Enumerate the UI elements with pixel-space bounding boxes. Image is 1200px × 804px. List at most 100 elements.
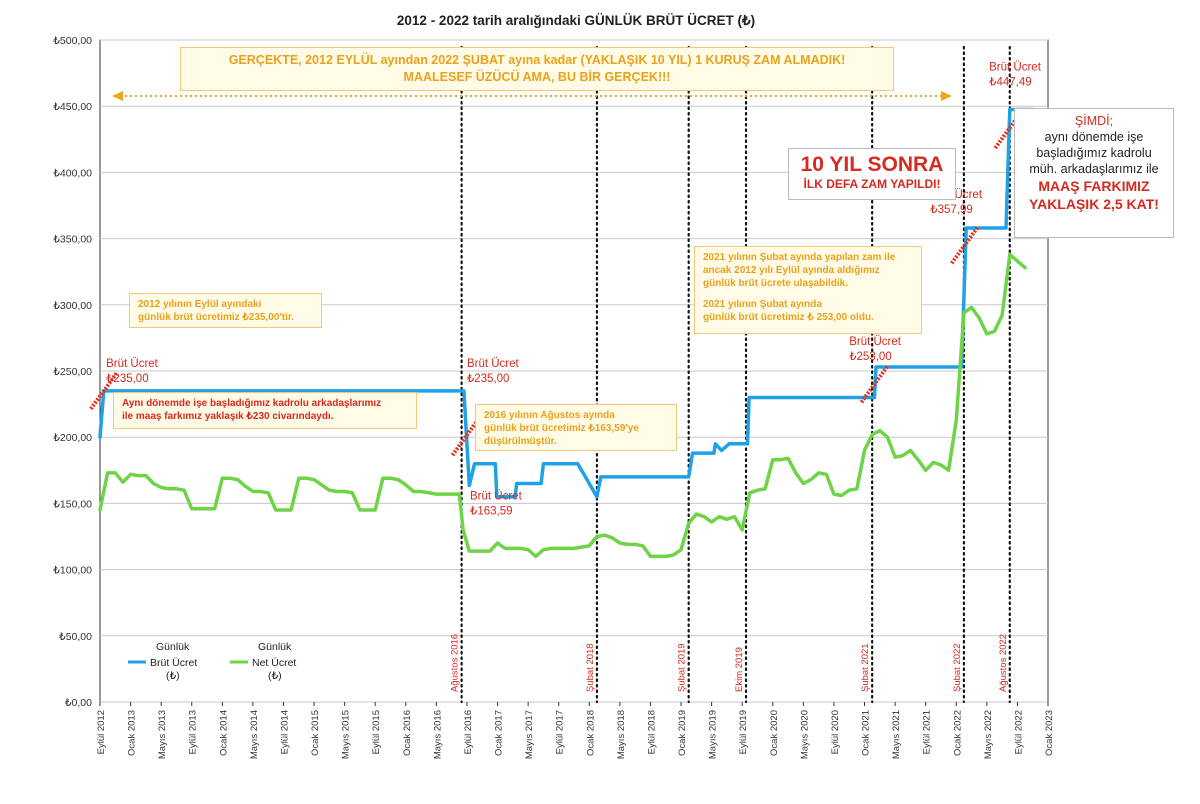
x-tick-label: Ocak 2019 bbox=[677, 710, 688, 756]
change-marker bbox=[950, 226, 980, 265]
x-tick-label: Ocak 2022 bbox=[952, 710, 963, 756]
callout-top: GERÇEKTE, 2012 EYLÜL ayından 2022 ŞUBAT … bbox=[180, 47, 894, 91]
legend-label: Günlük bbox=[258, 641, 292, 653]
value-annotation: ₺235,00 bbox=[106, 373, 148, 385]
legend-label: Net Ücret bbox=[252, 657, 296, 669]
x-tick-labels: Eylül 2012 Ocak 2013 Mayıs 2013 Eylül 2013 O… bbox=[96, 702, 1055, 759]
change-marker bbox=[993, 110, 1023, 150]
value-annotation: ₺357,99 bbox=[930, 204, 973, 216]
x-tick-label: Eylül 2012 bbox=[96, 710, 107, 754]
x-tick-label: Ocak 2018 bbox=[585, 710, 596, 756]
x-tick-label: Eylül 2017 bbox=[555, 710, 566, 754]
x-tick-label: Ocak 2017 bbox=[494, 710, 505, 756]
y-tick-label: ₺50,00 bbox=[59, 631, 92, 643]
x-tick-label: Mayıs 2020 bbox=[799, 710, 810, 759]
y-tick-label: ₺400,00 bbox=[53, 167, 92, 179]
callout-2021: 2021 yılının Şubat ayında yapılan zam il… bbox=[694, 246, 922, 334]
callout-2021-line: 2021 yılının Şubat ayında yapılan zam il… bbox=[703, 252, 896, 263]
y-tick-label: ₺250,00 bbox=[53, 366, 92, 378]
legend-label: Brüt Ücret bbox=[150, 657, 197, 669]
callout-10-yil-subtitle: İLK DEFA ZAM YAPILDI! bbox=[803, 177, 941, 191]
x-tick-label: Ocak 2021 bbox=[861, 710, 872, 756]
value-annotation: ₺235,00 bbox=[467, 373, 510, 385]
event-label: Ağustos 2016 bbox=[450, 634, 461, 692]
callout-2016: 2016 yılının Ağustos ayında günlük brüt … bbox=[475, 404, 677, 451]
callout-simdi-line: müh. arkadaşlarımız ile bbox=[1029, 162, 1159, 176]
y-tick-label: ₺200,00 bbox=[53, 432, 92, 444]
callout-simdi-line: aynı dönemde işe bbox=[1044, 130, 1144, 144]
event-label: Ekim 2019 bbox=[734, 647, 745, 692]
y-tick-label: ₺300,00 bbox=[53, 300, 92, 312]
x-tick-label: Eylül 2020 bbox=[830, 710, 841, 754]
grid-group bbox=[99, 39, 1049, 703]
callout-2016-line: günlük brüt ücretimiz ₺163,59'ye bbox=[484, 423, 639, 434]
x-tick-label: Mayıs 2022 bbox=[983, 710, 994, 759]
callout-2012-line: günlük brüt ücretimiz ₺235,00'tir. bbox=[138, 312, 295, 323]
callout-2012: 2012 yılının Eylül ayındaki günlük brüt … bbox=[129, 293, 322, 328]
callout-2021-line: 2021 yılının Şubat ayında bbox=[703, 299, 822, 310]
event-label: Ağustos 2022 bbox=[998, 634, 1009, 692]
x-tick-label: Mayıs 2019 bbox=[708, 710, 719, 759]
callout-simdi-line: ŞİMDİ; bbox=[1074, 114, 1114, 128]
value-annotation: Brüt Ücret bbox=[106, 358, 159, 370]
value-annotation: Brüt Ücret bbox=[467, 358, 520, 370]
value-annotation: ₺163,59 bbox=[470, 505, 513, 517]
y-tick-label: ₺350,00 bbox=[53, 234, 92, 246]
change-markers bbox=[89, 110, 1023, 457]
x-tick-label: Ocak 2020 bbox=[769, 710, 780, 756]
x-tick-label: Eylül 2016 bbox=[463, 710, 474, 754]
callout-simdi-line: başladığımız kadrolu bbox=[1036, 146, 1152, 160]
x-tick-label: Mayıs 2021 bbox=[891, 710, 902, 759]
value-annotation: ₺447,49 bbox=[989, 77, 1032, 89]
chart-title: 2012 - 2022 tarih aralığındaki GÜNLÜK BR… bbox=[397, 13, 755, 28]
callout-2021-line bbox=[703, 290, 913, 298]
y-tick-label: ₺0,00 bbox=[65, 697, 92, 709]
series-line-net bbox=[98, 252, 1027, 559]
callout-fark: Aynı dönemde işe başladığımız kadrolu ar… bbox=[113, 392, 417, 429]
callout-top-line: GERÇEKTE, 2012 EYLÜL ayından 2022 ŞUBAT … bbox=[228, 53, 846, 67]
x-tick-label: Eylül 2022 bbox=[1013, 710, 1024, 754]
callout-2016-line: düşürülmüştür. bbox=[484, 436, 557, 447]
x-tick-label: Ocak 2014 bbox=[218, 710, 229, 756]
callout-simdi: ŞİMDİ; aynı dönemde işe başladığımız kad… bbox=[1014, 108, 1174, 238]
y-tick-label: ₺450,00 bbox=[53, 101, 92, 113]
x-tick-label: Mayıs 2014 bbox=[249, 710, 260, 759]
x-tick-label: Mayıs 2018 bbox=[616, 710, 627, 759]
y-tick-label: ₺100,00 bbox=[53, 565, 92, 577]
callout-simdi-line: MAAŞ FARKIMIZ bbox=[1038, 178, 1150, 194]
x-tick-label: Eylül 2019 bbox=[738, 710, 749, 754]
event-label: Şubat 2021 bbox=[860, 643, 871, 692]
change-marker bbox=[89, 371, 119, 411]
x-tick-label: Eylül 2015 bbox=[371, 710, 382, 754]
x-tick-label: Mayıs 2017 bbox=[524, 710, 535, 759]
x-tick-label: Ocak 2015 bbox=[310, 710, 321, 756]
arrow-head-left bbox=[112, 91, 123, 101]
y-tick-labels: ₺0,00 ₺50,00 ₺100,00 ₺150,00 ₺200,00 ₺250,00 ₺… bbox=[53, 35, 92, 709]
event-label: Şubat 2022 bbox=[952, 643, 963, 692]
callout-fark-line: ile maaş farkımız yaklaşık ₺230 civarınd… bbox=[122, 411, 334, 422]
value-annotation: ₺253,00 bbox=[849, 351, 892, 363]
x-tick-label: Mayıs 2015 bbox=[341, 710, 352, 759]
value-annotation: Brüt Ücret bbox=[989, 62, 1042, 74]
series-lines bbox=[98, 107, 1035, 559]
callout-2021-line: günlük brüt ücretimiz ₺ 253,00 oldu. bbox=[703, 312, 874, 323]
callout-simdi-line: YAKLAŞIK 2,5 KAT! bbox=[1029, 196, 1159, 212]
x-tick-label: Mayıs 2013 bbox=[157, 710, 168, 759]
x-tick-label: Ocak 2023 bbox=[1044, 710, 1055, 756]
y-tick-label: ₺150,00 bbox=[53, 498, 92, 510]
event-lines: Ağustos 2016 Şubat 2018 Şubat 2019 Ekim 201… bbox=[450, 45, 1011, 704]
event-label: Şubat 2018 bbox=[585, 643, 596, 692]
callout-2016-line: 2016 yılının Ağustos ayında bbox=[484, 410, 615, 421]
x-tick-label: Eylül 2018 bbox=[646, 710, 657, 754]
series-line-brut bbox=[98, 107, 1035, 499]
decade-arrow bbox=[112, 91, 952, 101]
callout-fark-line: Aynı dönemde işe başladığımız kadrolu ar… bbox=[122, 398, 382, 409]
y-tick-label: ₺500,00 bbox=[53, 35, 92, 47]
x-tick-label: Eylül 2013 bbox=[188, 710, 199, 754]
x-tick-label: Mayıs 2016 bbox=[432, 710, 443, 759]
arrow-head-right bbox=[941, 91, 952, 101]
event-label: Şubat 2019 bbox=[677, 643, 688, 692]
